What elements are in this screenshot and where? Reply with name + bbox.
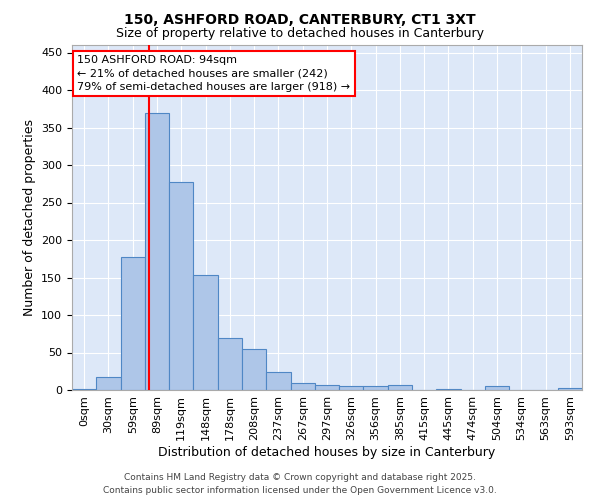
Text: Size of property relative to detached houses in Canterbury: Size of property relative to detached ho… [116, 28, 484, 40]
Bar [436, 388, 461, 390]
Text: Contains HM Land Registry data © Crown copyright and database right 2025.
Contai: Contains HM Land Registry data © Crown c… [103, 474, 497, 495]
Bar [218, 338, 242, 390]
Bar [388, 385, 412, 390]
Bar [339, 386, 364, 390]
Bar [266, 372, 290, 390]
Bar [558, 388, 582, 390]
Text: 150 ASHFORD ROAD: 94sqm
← 21% of detached houses are smaller (242)
79% of semi-d: 150 ASHFORD ROAD: 94sqm ← 21% of detache… [77, 56, 350, 92]
Bar [485, 386, 509, 390]
Bar [193, 275, 218, 390]
Y-axis label: Number of detached properties: Number of detached properties [23, 119, 35, 316]
X-axis label: Distribution of detached houses by size in Canterbury: Distribution of detached houses by size … [158, 446, 496, 458]
Bar [145, 112, 169, 390]
Bar [364, 386, 388, 390]
Bar [290, 383, 315, 390]
Bar [242, 349, 266, 390]
Text: 150, ASHFORD ROAD, CANTERBURY, CT1 3XT: 150, ASHFORD ROAD, CANTERBURY, CT1 3XT [124, 12, 476, 26]
Bar [169, 182, 193, 390]
Bar [121, 256, 145, 390]
Bar [315, 385, 339, 390]
Bar [96, 378, 121, 390]
Bar [72, 388, 96, 390]
